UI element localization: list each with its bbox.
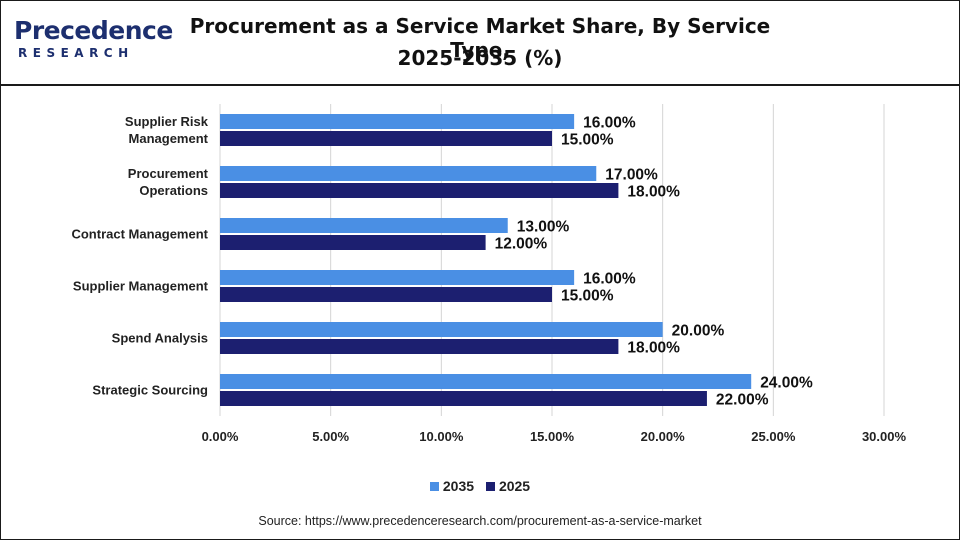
chart-title-line-1: Procurement as a Service Market Share, B… — [189, 14, 771, 62]
data-label-2035: 17.00% — [605, 167, 658, 184]
data-label-2035: 20.00% — [672, 323, 725, 340]
x-tick-label: 25.00% — [751, 429, 796, 444]
legend-label-2025: 2025 — [498, 478, 531, 494]
bar-2035 — [220, 218, 508, 233]
category-label: Supplier Management — [73, 279, 209, 294]
x-tick-label: 30.00% — [862, 429, 907, 444]
bar-2025 — [220, 235, 486, 250]
data-label-2035: 13.00% — [517, 219, 570, 236]
data-label-2025: 15.00% — [561, 132, 614, 149]
bar-2035 — [220, 322, 663, 337]
x-tick-label: 10.00% — [419, 429, 464, 444]
data-label-2025: 18.00% — [627, 340, 680, 357]
data-label-2025: 15.00% — [561, 288, 614, 305]
category-label: Contract Management — [71, 227, 208, 242]
data-label-2025: 12.00% — [495, 236, 548, 253]
data-label-2025: 22.00% — [716, 392, 769, 409]
category-label: Operations — [139, 183, 208, 198]
bar-2025 — [220, 131, 552, 146]
x-tick-label: 20.00% — [641, 429, 686, 444]
bar-2025 — [220, 183, 619, 198]
source-note: Source: https://www.precedenceresearch.c… — [258, 514, 702, 528]
data-label-2035: 16.00% — [583, 271, 636, 288]
data-label-2035: 24.00% — [760, 375, 813, 392]
brand-name: Precedence — [14, 16, 173, 45]
legend-swatch-2025 — [485, 482, 495, 491]
category-label: Management — [129, 131, 209, 146]
data-label-2025: 18.00% — [627, 184, 680, 201]
x-tick-label: 15.00% — [530, 429, 575, 444]
category-label: Procurement — [128, 166, 209, 181]
data-label-2035: 16.00% — [583, 115, 636, 132]
brand-logo: Precedence RESEARCH — [14, 16, 173, 66]
legend: 2035 2025 — [0, 478, 960, 494]
bar-2035 — [220, 166, 597, 181]
category-label: Spend Analysis — [112, 331, 208, 346]
bar-2035 — [220, 114, 575, 129]
x-tick-label: 0.00% — [202, 429, 239, 444]
legend-swatch-2035 — [429, 482, 439, 491]
brand-subtitle: RESEARCH — [18, 46, 134, 60]
legend-item-2035: 2035 — [429, 478, 475, 494]
bar-2035 — [220, 374, 752, 389]
bar-2025 — [220, 287, 552, 302]
category-label: Supplier Risk — [125, 114, 209, 129]
category-label: Strategic Sourcing — [92, 383, 208, 398]
chart-title-line-2: 2025-2035 (%) — [397, 46, 563, 70]
x-tick-label: 5.00% — [312, 429, 349, 444]
legend-label-2035: 2035 — [442, 478, 475, 494]
bar-2025 — [220, 391, 707, 406]
header: Precedence RESEARCH Procurement as a Ser… — [0, 0, 960, 86]
legend-item-2025: 2025 — [485, 478, 531, 494]
bar-2035 — [220, 270, 575, 285]
bar-2025 — [220, 339, 619, 354]
